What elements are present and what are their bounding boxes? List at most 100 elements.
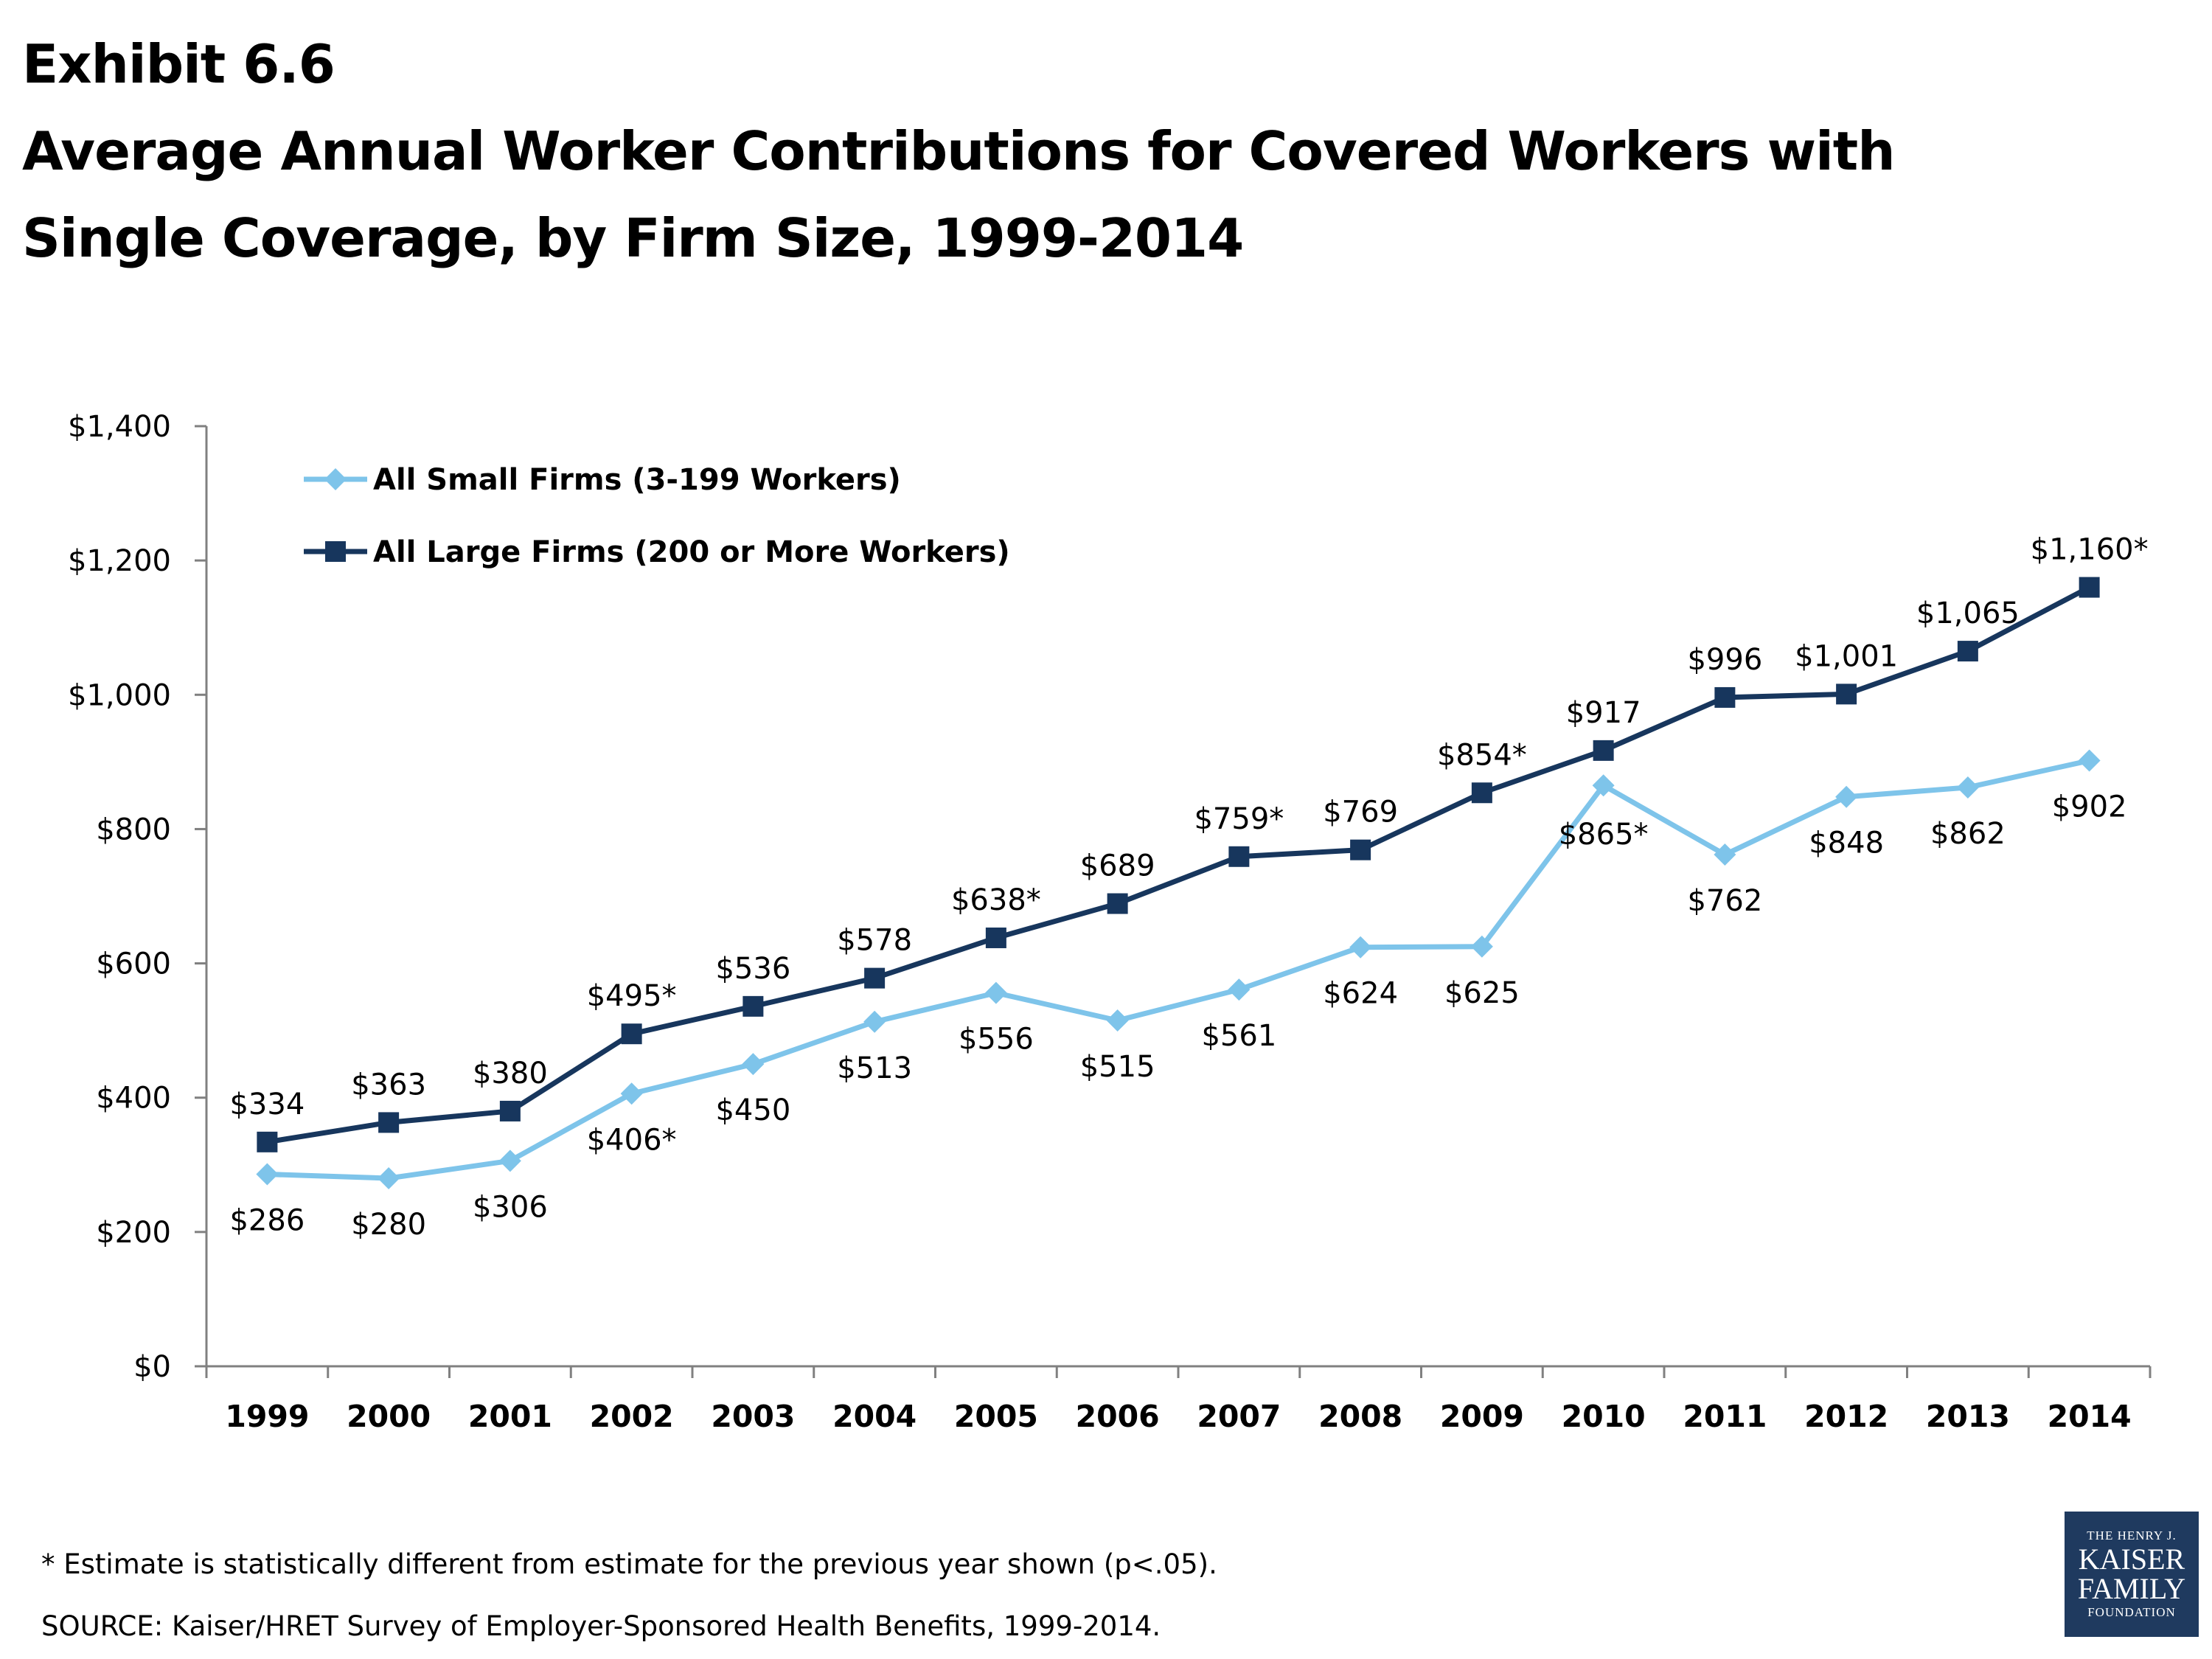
small-firms-marker <box>1106 1009 1129 1032</box>
small-firms-marker <box>742 1053 765 1076</box>
large-firms-marker <box>1471 782 1492 804</box>
large-firms-marker <box>257 1131 278 1152</box>
y-tick-label: $200 <box>96 1216 171 1250</box>
large-firms-marker <box>985 927 1006 948</box>
chart-heading: Exhibit 6.6 Average Annual Worker Contri… <box>22 21 2160 282</box>
small-firms-marker <box>863 1010 886 1033</box>
chart-legend: All Small Firms (3-199 Workers) All Large… <box>304 463 1010 569</box>
large-firms-data-label: $495* <box>587 979 677 1013</box>
large-firms-marker <box>1228 846 1250 867</box>
x-tick-label: 2005 <box>954 1399 1038 1434</box>
small-firms-data-label: $561 <box>1201 1019 1276 1053</box>
large-firms-data-label: $638* <box>951 883 1041 917</box>
large-firms-marker <box>864 967 886 989</box>
small-firms-data-label: $762 <box>1687 884 1762 918</box>
large-firms-data-label: $769 <box>1323 796 1398 830</box>
small-firms-data-label: $515 <box>1080 1050 1155 1084</box>
y-tick-label: $0 <box>133 1350 171 1384</box>
x-tick-label: 2008 <box>1318 1399 1402 1434</box>
kaiser-family-foundation-logo: THE HENRY J. KAISER FAMILY FOUNDATION <box>2065 1512 2199 1637</box>
x-tick-label: 2004 <box>832 1399 917 1434</box>
small-firms-marker <box>984 981 1007 1004</box>
large-firms-marker <box>2079 577 2100 598</box>
x-tick-label: 2006 <box>1076 1399 1160 1434</box>
large-firms-marker <box>742 995 764 1017</box>
small-firms-marker <box>1470 935 1493 958</box>
x-tick-label: 1999 <box>225 1399 309 1434</box>
logo-line-4: FOUNDATION <box>2087 1605 2176 1619</box>
small-firms-data-label: $513 <box>837 1051 912 1085</box>
small-firms-data-label: $450 <box>715 1093 790 1127</box>
small-firms-data-label: $556 <box>959 1023 1034 1057</box>
legend-large-firms-swatch-marker <box>325 541 346 562</box>
x-tick-label: 2003 <box>711 1399 795 1434</box>
small-firms-marker <box>256 1163 279 1186</box>
exhibit-number: Exhibit 6.6 <box>22 33 335 95</box>
large-firms-marker <box>1107 893 1128 914</box>
chart-title-line-2: Single Coverage, by Firm Size, 1999-2014 <box>22 207 1244 269</box>
y-tick-label: $400 <box>96 1082 171 1116</box>
large-firms-data-label: $363 <box>351 1068 426 1102</box>
y-tick-label: $1,200 <box>68 544 171 578</box>
large-firms-data-label: $854* <box>1437 738 1527 772</box>
large-firms-data-label: $536 <box>715 952 790 986</box>
logo-line-3: FAMILY <box>2077 1572 2186 1605</box>
large-firms-data-label: $917 <box>1566 696 1641 730</box>
small-firms-data-label: $625 <box>1444 976 1520 1010</box>
x-tick-label: 2000 <box>347 1399 431 1434</box>
small-firms-data-label: $406* <box>587 1123 677 1157</box>
large-firms-marker <box>1836 684 1857 705</box>
x-tick-label: 2011 <box>1683 1399 1767 1434</box>
large-firms-data-label: $759* <box>1194 802 1284 836</box>
large-firms-marker <box>621 1023 642 1045</box>
small-firms-data-label: $865* <box>1559 818 1649 852</box>
chart-title-line-1: Average Annual Worker Contributions for … <box>22 120 1895 182</box>
large-firms-data-label: $1,160* <box>2031 533 2149 567</box>
small-firms-line <box>267 758 2090 1181</box>
chart-series <box>256 577 2101 1189</box>
small-firms-marker <box>1349 936 1372 959</box>
small-firms-marker <box>378 1167 400 1189</box>
small-firms-data-label: $862 <box>1930 817 2006 851</box>
large-firms-marker <box>1957 641 1978 662</box>
large-firms-marker <box>1350 839 1371 860</box>
large-firms-data-label: $1,001 <box>1795 639 1898 673</box>
x-tick-label: 2007 <box>1197 1399 1281 1434</box>
small-firms-marker <box>1592 774 1615 797</box>
small-firms-marker <box>620 1082 643 1105</box>
x-tick-label: 2010 <box>1562 1399 1646 1434</box>
source-note: SOURCE: Kaiser/HRET Survey of Employer-S… <box>41 1610 1161 1642</box>
large-firms-marker <box>1714 686 1736 708</box>
chart-data-labels: $286 $280 $306 $406* $450 $513 $556 $515 $561 $62… <box>229 533 2148 1242</box>
logo-line-2: KAISER <box>2078 1543 2185 1576</box>
footnotes: * Estimate is statistically different fr… <box>41 1534 1958 1658</box>
line-chart: $0 $200 $400 $600 $800 $1,000 $1,200 $1,400 1999… <box>68 410 2152 1434</box>
large-firms-data-label: $380 <box>473 1057 548 1091</box>
large-firms-data-label: $996 <box>1687 643 1762 677</box>
small-firms-marker <box>1956 776 1979 799</box>
small-firms-marker <box>1714 844 1736 866</box>
small-firms-marker <box>1228 978 1251 1001</box>
small-firms-data-label: $306 <box>473 1190 548 1224</box>
y-tick-label: $600 <box>96 947 171 981</box>
large-firms-data-label: $689 <box>1080 849 1155 883</box>
small-firms-data-label: $624 <box>1323 977 1398 1011</box>
large-firms-marker <box>378 1112 400 1133</box>
small-firms-marker <box>498 1150 521 1172</box>
large-firms-data-label: $1,065 <box>1916 597 2020 630</box>
x-tick-label: 2012 <box>1804 1399 1888 1434</box>
small-firms-data-label: $902 <box>2052 790 2127 824</box>
x-tick-label: 2002 <box>590 1399 674 1434</box>
small-firms-marker <box>1835 785 1858 808</box>
x-tick-label: 2009 <box>1440 1399 1524 1434</box>
x-tick-label: 2001 <box>468 1399 552 1434</box>
small-firms-data-label: $286 <box>229 1204 305 1238</box>
legend-small-firms-label: All Small Firms (3-199 Workers) <box>373 463 901 497</box>
legend-small-firms-swatch-marker <box>324 468 347 490</box>
x-tick-label: 2013 <box>1926 1399 2010 1434</box>
small-firms-data-label: $848 <box>1809 827 1884 860</box>
large-firms-line <box>266 585 2091 1145</box>
y-tick-label: $1,400 <box>68 410 171 444</box>
large-firms-data-label: $578 <box>837 924 912 958</box>
x-tick-label: 2014 <box>2048 1399 2132 1434</box>
